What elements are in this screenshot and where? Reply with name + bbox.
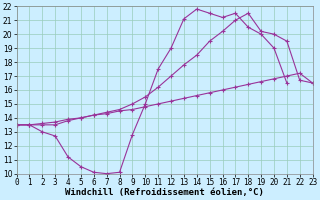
X-axis label: Windchill (Refroidissement éolien,°C): Windchill (Refroidissement éolien,°C) [65,188,264,197]
